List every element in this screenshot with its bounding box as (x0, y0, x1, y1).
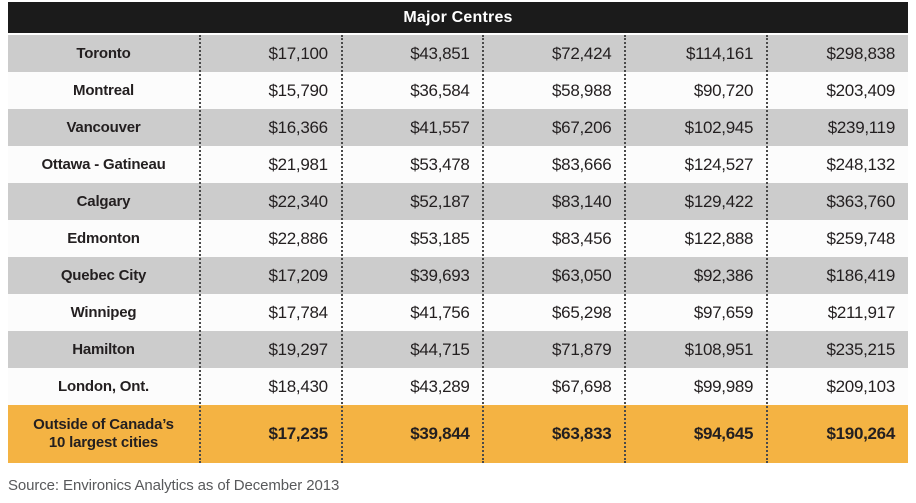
value-cell: $41,557 (410, 117, 470, 137)
summary-label: Outside of Canada’s 10 largest cities (8, 416, 199, 452)
value-cell: $41,756 (410, 302, 470, 322)
value-cell: $72,424 (552, 43, 612, 63)
value-cell: $36,584 (410, 80, 470, 100)
column-separator (341, 35, 343, 463)
table-title: Major Centres (8, 2, 908, 33)
value-cell: $15,790 (268, 80, 328, 100)
value-cell: $67,206 (552, 117, 612, 137)
value-cell: $17,784 (268, 302, 328, 322)
city-cell: Vancouver (66, 119, 141, 136)
column-separator (766, 35, 768, 463)
value-cell: $235,215 (826, 339, 895, 359)
table-body: Toronto $17,100 $43,851 $72,424 $114,161 $298… (8, 35, 908, 463)
value-cell: $363,760 (826, 191, 895, 211)
value-cell: $102,945 (684, 117, 754, 137)
city-cell: London, Ont. (58, 378, 149, 395)
value-cell: $53,478 (410, 154, 470, 174)
city-cell: Hamilton (72, 341, 135, 358)
table-row: Hamilton $19,297 $44,715 $71,879 $108,951 $23… (8, 331, 908, 368)
value-cell: $65,298 (552, 302, 612, 322)
value-cell: $108,951 (684, 339, 754, 359)
value-cell: $190,264 (826, 424, 895, 443)
table-row: Ottawa - Gatineau $21,981 $53,478 $83,666 $1… (8, 146, 908, 183)
value-cell: $114,161 (685, 43, 754, 63)
table-row: Vancouver $16,366 $41,557 $67,206 $102,945 $2… (8, 109, 908, 146)
value-cell: $63,050 (552, 265, 612, 285)
value-cell: $43,289 (410, 376, 470, 396)
city-cell: Winnipeg (70, 304, 137, 321)
value-cell: $71,879 (552, 339, 612, 359)
city-cell: Calgary (76, 193, 131, 210)
value-cell: $186,419 (826, 265, 895, 285)
value-cell: $203,409 (826, 80, 895, 100)
value-cell: $16,366 (268, 117, 328, 137)
value-cell: $53,185 (410, 228, 470, 248)
major-centres-table: Major Centres Toronto $17,100 $43,851 $72,4… (8, 2, 908, 463)
table-row: Quebec City $17,209 $39,693 $63,050 $92,386 $… (8, 257, 908, 294)
value-cell: $211,917 (827, 302, 896, 322)
value-cell: $122,888 (684, 228, 754, 248)
summary-label-line1: Outside of Canada’s (33, 416, 174, 433)
value-cell: $17,235 (268, 424, 328, 443)
value-cell: $67,698 (552, 376, 612, 396)
city-cell: Quebec City (60, 267, 147, 284)
column-separator (624, 35, 626, 463)
table-row: Montreal $15,790 $36,584 $58,988 $90,720 $203… (8, 72, 908, 109)
city-cell: Toronto (76, 45, 131, 62)
value-cell: $19,297 (268, 339, 328, 359)
column-separator (199, 35, 201, 463)
city-cell: Edmonton (67, 230, 140, 247)
value-cell: $83,456 (552, 228, 612, 248)
value-cell: $21,981 (268, 154, 328, 174)
value-cell: $83,140 (552, 191, 612, 211)
value-cell: $209,103 (826, 376, 895, 396)
table-row: London, Ont. $18,430 $43,289 $67,698 $99,989… (8, 368, 908, 405)
value-cell: $298,838 (826, 43, 895, 63)
value-cell: $39,693 (410, 265, 470, 285)
source-note: Source: Environics Analytics as of Decem… (8, 477, 340, 494)
table-row: Toronto $17,100 $43,851 $72,424 $114,161 $298… (8, 35, 908, 72)
value-cell: $18,430 (268, 376, 328, 396)
summary-label-line2: 10 largest cities (48, 434, 159, 451)
table-row: Winnipeg $17,784 $41,756 $65,298 $97,659 $211… (8, 294, 908, 331)
value-cell: $39,844 (410, 424, 470, 443)
value-cell: $17,100 (268, 43, 328, 63)
value-cell: $43,851 (410, 43, 470, 63)
value-cell: $83,666 (552, 154, 612, 174)
value-cell: $94,645 (693, 424, 754, 443)
value-cell: $124,527 (684, 154, 754, 174)
table-row: Calgary $22,340 $52,187 $83,140 $129,422 $363… (8, 183, 908, 220)
value-cell: $22,340 (268, 191, 328, 211)
column-separator (482, 35, 484, 463)
value-cell: $92,386 (693, 265, 754, 285)
value-cell: $44,715 (410, 339, 470, 359)
value-cell: $17,209 (268, 265, 328, 285)
value-cell: $239,119 (827, 117, 896, 137)
value-cell: $99,989 (693, 376, 754, 396)
value-cell: $22,886 (268, 228, 328, 248)
table-row: Edmonton $22,886 $53,185 $83,456 $122,888 $25… (8, 220, 908, 257)
value-cell: $97,659 (693, 302, 754, 322)
city-cell: Montreal (73, 82, 134, 99)
value-cell: $63,833 (552, 424, 612, 443)
table-rows: Toronto $17,100 $43,851 $72,424 $114,161 $298… (8, 35, 908, 463)
value-cell: $129,422 (684, 191, 754, 211)
value-cell: $52,187 (410, 191, 470, 211)
city-cell: Ottawa - Gatineau (41, 156, 166, 173)
summary-city-cell: Outside of Canada’s 10 largest cities (8, 416, 199, 452)
value-cell: $58,988 (552, 80, 612, 100)
value-cell: $248,132 (826, 154, 895, 174)
value-cell: $259,748 (826, 228, 895, 248)
summary-row: Outside of Canada’s 10 largest cities $17,… (8, 405, 908, 463)
value-cell: $90,720 (693, 80, 754, 100)
